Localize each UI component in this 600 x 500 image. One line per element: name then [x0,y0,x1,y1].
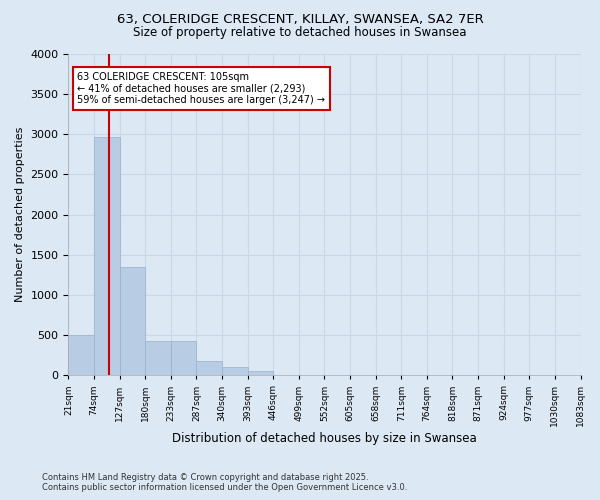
Bar [196,361,222,376]
Bar [68,335,94,376]
Text: Contains HM Land Registry data © Crown copyright and database right 2025.
Contai: Contains HM Land Registry data © Crown c… [42,473,407,492]
Bar [145,341,171,376]
Bar [222,368,248,376]
Bar [119,267,145,376]
Bar [94,136,119,376]
X-axis label: Distribution of detached houses by size in Swansea: Distribution of detached houses by size … [172,432,477,445]
Text: 63, COLERIDGE CRESCENT, KILLAY, SWANSEA, SA2 7ER: 63, COLERIDGE CRESCENT, KILLAY, SWANSEA,… [116,12,484,26]
Text: Size of property relative to detached houses in Swansea: Size of property relative to detached ho… [133,26,467,39]
Y-axis label: Number of detached properties: Number of detached properties [15,127,25,302]
Bar [171,341,196,376]
Text: 63 COLERIDGE CRESCENT: 105sqm
← 41% of detached houses are smaller (2,293)
59% o: 63 COLERIDGE CRESCENT: 105sqm ← 41% of d… [77,72,325,105]
Bar [248,372,273,376]
